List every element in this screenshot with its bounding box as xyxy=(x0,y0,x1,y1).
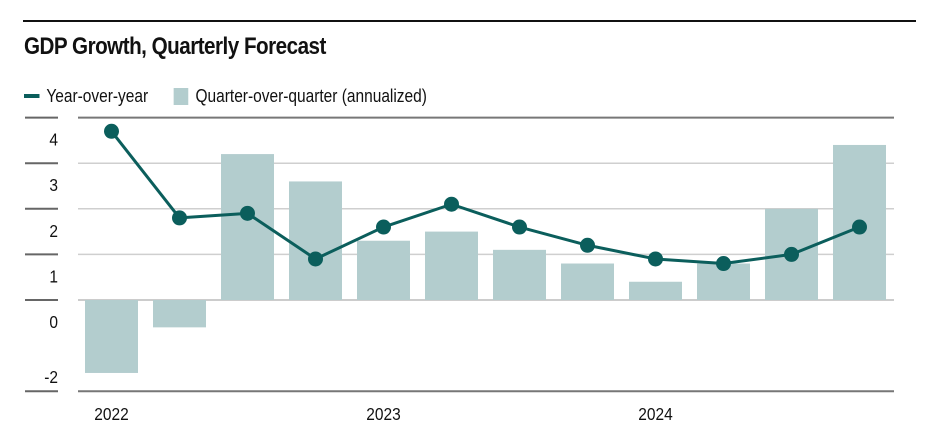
yoy-point xyxy=(308,251,323,267)
bar xyxy=(85,300,138,373)
bar xyxy=(493,249,546,300)
legend-line-swatch xyxy=(24,94,40,98)
legend-bar-swatch xyxy=(173,87,189,105)
x-tick-label: 2023 xyxy=(366,404,400,424)
bar xyxy=(561,263,614,300)
yoy-line xyxy=(110,130,861,266)
y-tick-label: 0 xyxy=(49,312,58,332)
y-tick-label: 4 xyxy=(49,130,58,150)
y-tick-label: 3 xyxy=(49,175,58,195)
y-tick-label: -2 xyxy=(44,367,58,387)
y-tick-label: 2 xyxy=(49,221,58,241)
legend-label-yoy: Year-over-year xyxy=(46,85,149,106)
bar xyxy=(221,154,274,300)
bar xyxy=(425,231,478,300)
bar xyxy=(289,181,342,300)
yoy-point xyxy=(852,219,867,235)
bar xyxy=(357,240,410,300)
yoy-point xyxy=(580,237,595,253)
legend: Year-over-year Quarter-over-quarter (ann… xyxy=(24,84,453,108)
legend-item-qoq: Quarter-over-quarter (annualized) xyxy=(173,85,427,107)
bar xyxy=(629,281,682,300)
yoy-point xyxy=(444,196,459,212)
yoy-point xyxy=(104,123,119,139)
yoy-point xyxy=(716,256,731,272)
y-tick-label: 1 xyxy=(49,266,58,286)
yoy-point xyxy=(784,246,799,262)
legend-label-qoq: Quarter-over-quarter (annualized) xyxy=(195,85,427,106)
yoy-point xyxy=(240,205,255,221)
top-rule xyxy=(23,20,916,22)
x-tick-label: 2022 xyxy=(94,404,128,424)
yoy-point xyxy=(648,251,663,267)
bar xyxy=(153,300,206,328)
x-tick-label: 2024 xyxy=(638,404,672,424)
yoy-point xyxy=(512,219,527,235)
chart-title: GDP Growth, Quarterly Forecast xyxy=(24,33,326,60)
legend-item-yoy: Year-over-year xyxy=(24,86,148,107)
yoy-point xyxy=(376,219,391,235)
yoy-point xyxy=(172,210,187,226)
